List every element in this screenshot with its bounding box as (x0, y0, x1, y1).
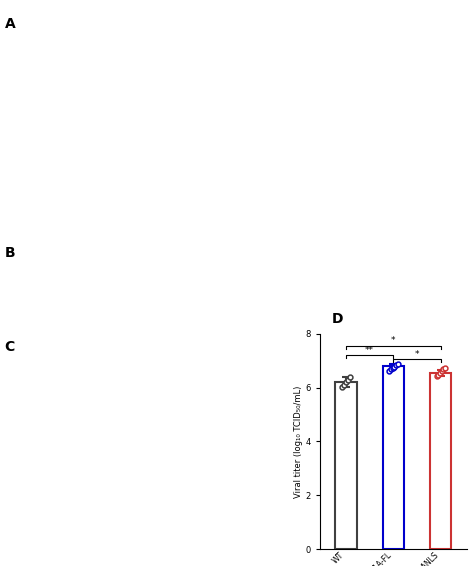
Bar (336, 383, 356, 549)
Text: A: A (5, 17, 16, 31)
Text: D: D (332, 312, 343, 326)
Text: B: B (5, 246, 15, 260)
Text: *: * (415, 350, 419, 359)
Text: **: ** (365, 346, 374, 355)
Bar (430, 373, 451, 549)
Text: *: * (391, 336, 396, 345)
Text: C: C (5, 340, 15, 354)
Y-axis label: Viral titer (log₁₀ TCID₅₀/mL): Viral titer (log₁₀ TCID₅₀/mL) (294, 385, 303, 498)
Bar (383, 366, 404, 549)
